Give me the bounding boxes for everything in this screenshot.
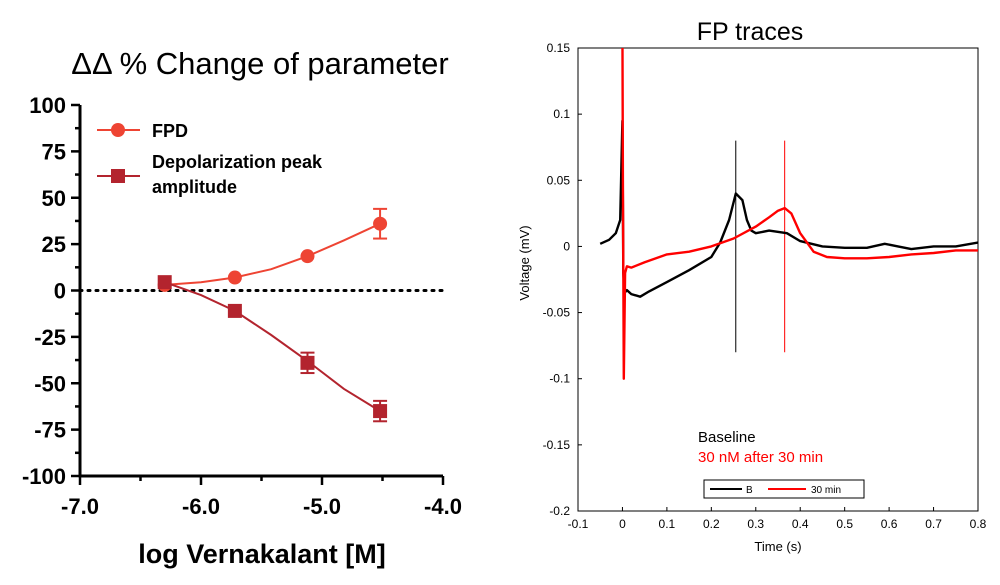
left-tick-labels: 100 75 50 25 0 -25 -50 -75 -100 -7.0 -6.0 -5.0 -4.0 (22, 93, 462, 519)
left-y-tick-label: 0 (54, 279, 66, 304)
right-chart: FP traces 0.15 0.1 0.05 0 -0.05 -0.1 -0.15 -0.2… (517, 18, 987, 554)
legend-b-label: B (746, 485, 753, 496)
depol-fit-curve (164, 281, 381, 412)
left-x-tick-label: -7.0 (61, 494, 99, 519)
fpd-point (373, 216, 388, 231)
right-legend: B 30 min (703, 479, 865, 499)
annotation-baseline: Baseline (698, 429, 756, 446)
left-x-tick-label: -6.0 (182, 494, 220, 519)
left-y-tick-label: 100 (29, 93, 66, 118)
left-x-axis-label: log Vernakalant [M] (138, 539, 386, 569)
right-y-axis-label: Voltage (mV) (517, 225, 532, 300)
left-y-tick-label: 75 (42, 139, 66, 164)
legend-depol-label: Depolarization peak amplitude (152, 152, 327, 197)
right-x-tick-label: 0.6 (881, 517, 898, 531)
right-x-tick-label: 0 (619, 517, 626, 531)
right-chart-title: FP traces (697, 18, 804, 46)
right-tick-labels: 0.150.10.050-0.05-0.1-0.15-0.2-0.1 0 0.1 0.… (543, 41, 987, 531)
right-x-tick-label: 0.3 (747, 517, 764, 531)
left-series (157, 207, 388, 423)
left-axes (71, 103, 445, 485)
fpd-point (227, 270, 242, 285)
right-y-tick-label: -0.1 (549, 372, 570, 386)
right-plot-frame (577, 47, 979, 512)
legend-depol-label-line2: amplitude (152, 177, 237, 197)
right-x-axis-label: Time (s) (754, 539, 801, 554)
trace-30min (621, 48, 978, 380)
right-x-tick-label: 0.2 (703, 517, 720, 531)
fpd-fit-curve (164, 222, 381, 286)
depol-point (227, 303, 242, 318)
left-y-tick-label: 50 (42, 186, 66, 211)
annotation-30nm: 30 nM after 30 min (698, 449, 823, 466)
right-y-tick-label: 0 (563, 239, 570, 253)
right-x-tick-label: 0.8 (970, 517, 987, 531)
depol-point (300, 355, 315, 370)
right-y-tick-label: -0.05 (543, 306, 571, 320)
left-y-tick-label: -100 (22, 464, 66, 489)
legend-fpd-label: FPD (152, 121, 188, 141)
fpd-point (300, 249, 315, 264)
left-x-tick-label: -4.0 (424, 494, 462, 519)
right-y-tick-label: -0.2 (549, 504, 570, 518)
right-y-tick-label: 0.1 (553, 107, 570, 121)
right-x-tick-label: 0.1 (659, 517, 676, 531)
right-peak-markers (735, 140, 786, 353)
right-y-tick-label: 0.15 (547, 41, 571, 55)
left-y-tick-label: 25 (42, 232, 66, 257)
left-x-tick-label: -5.0 (303, 494, 341, 519)
left-y-tick-label: -25 (34, 325, 66, 350)
depol-point (373, 404, 388, 419)
left-legend: FPD Depolarization peak amplitude (97, 121, 327, 197)
right-y-tick-label: 0.05 (547, 173, 571, 187)
legend-fpd-marker (111, 123, 125, 137)
left-chart-title: ΔΔ % Change of parameter (71, 46, 448, 81)
right-x-tick-label: 0.4 (792, 517, 809, 531)
right-series (599, 48, 978, 380)
legend-30min-label: 30 min (811, 485, 841, 496)
left-chart: ΔΔ % Change of parameter 100 75 50 25 0 -25 -5… (22, 46, 462, 569)
legend-depol-marker (111, 169, 125, 183)
trace-baseline (599, 119, 978, 298)
left-y-tick-label: -75 (34, 418, 66, 443)
right-x-tick-label: 0.7 (925, 517, 942, 531)
right-x-tick-label: 0.5 (836, 517, 853, 531)
right-y-tick-label: -0.15 (543, 438, 571, 452)
legend-depol-label-line1: Depolarization peak (152, 152, 323, 172)
left-y-tick-label: -50 (34, 371, 66, 396)
depol-point (157, 275, 172, 290)
right-x-tick-label: -0.1 (568, 517, 589, 531)
